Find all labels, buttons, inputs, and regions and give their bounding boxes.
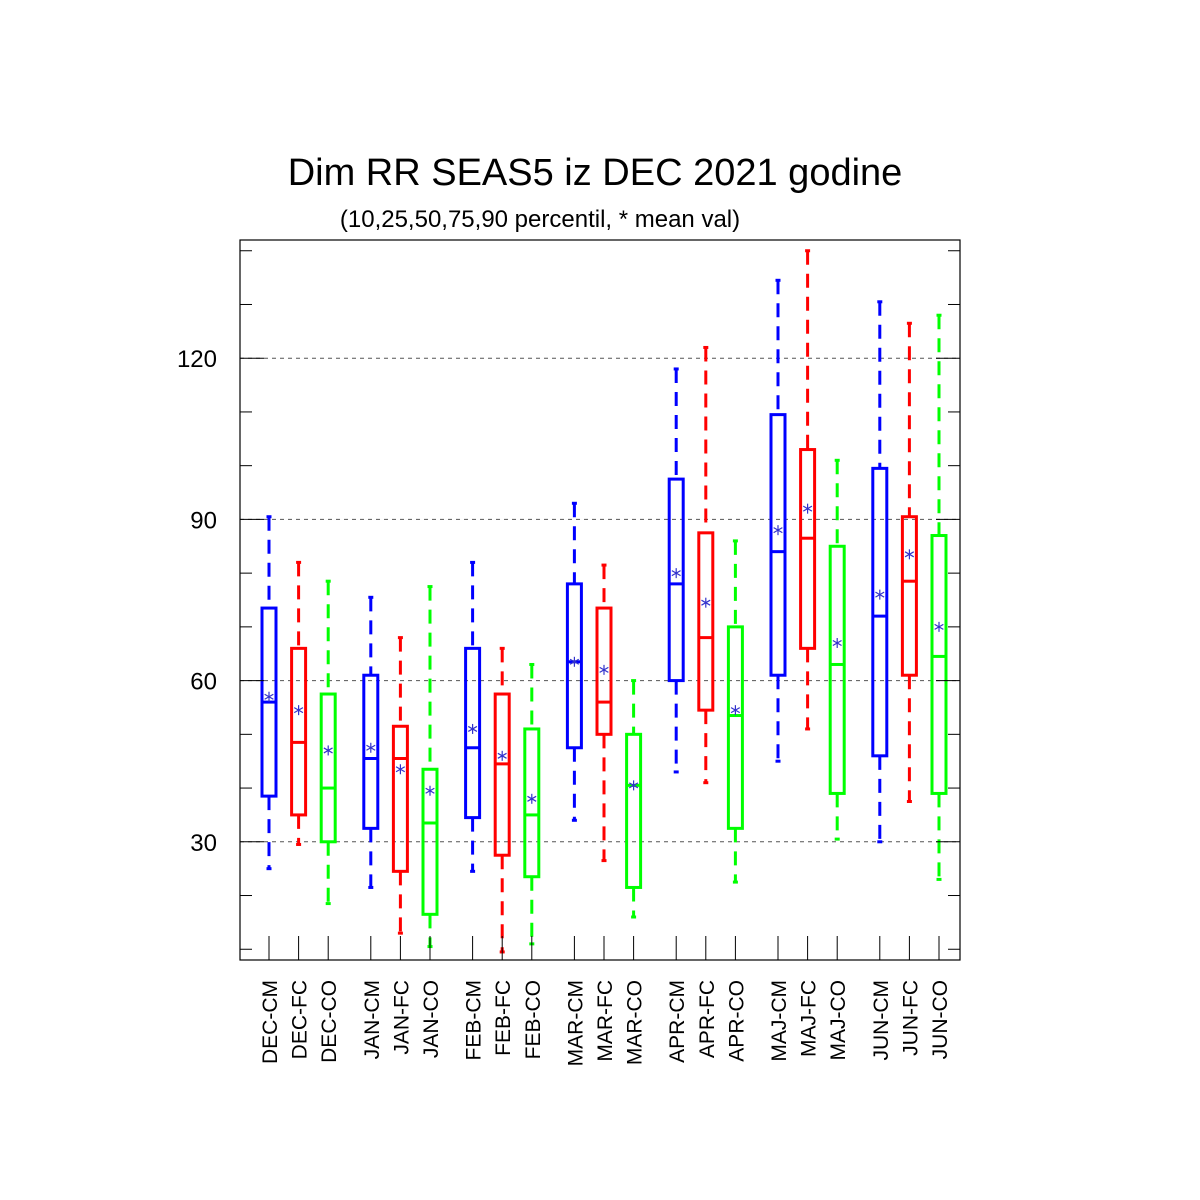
x-tick-label: MAJ-CO xyxy=(827,980,850,1061)
x-tick-label: FEB-FC xyxy=(492,980,515,1056)
box-iqr xyxy=(523,727,541,879)
box-iqr xyxy=(900,515,918,677)
box-iqr xyxy=(930,534,948,795)
x-tick-label: MAR-FC xyxy=(594,980,617,1062)
x-tick-label: DEC-FC xyxy=(289,980,312,1059)
plot-frame xyxy=(239,239,961,961)
mean-marker xyxy=(730,705,741,716)
mean-marker xyxy=(599,664,609,675)
box-iqr xyxy=(697,531,715,712)
mean-marker xyxy=(527,793,537,804)
x-tick-label: JAN-CO xyxy=(420,980,443,1058)
x-tick-label: JAN-FC xyxy=(390,980,413,1055)
mean-marker xyxy=(802,503,813,514)
mean-marker xyxy=(569,656,580,667)
x-tick-label: JUN-CO xyxy=(929,980,952,1059)
box-iqr xyxy=(828,544,846,795)
y-tick-label: 90 xyxy=(190,507,217,534)
y-tick-label: 60 xyxy=(190,669,217,696)
box-iqr xyxy=(625,732,643,889)
box-iqr xyxy=(871,466,889,758)
axis-labels: 30 60 90 120 DEC-CM DEC-FC DEC-CO JAN-CM JAN-FC J… xyxy=(177,346,952,1066)
grid-lines xyxy=(240,357,960,843)
x-tick-label: DEC-CO xyxy=(318,980,341,1063)
box-iqr xyxy=(464,646,482,820)
mean-marker xyxy=(323,745,333,756)
x-tick-label: DEC-CM xyxy=(259,980,282,1064)
box-iqr xyxy=(319,692,337,844)
x-tick-label: APR-FC xyxy=(696,980,719,1058)
box-iqr xyxy=(421,767,439,916)
mean-marker xyxy=(497,750,507,761)
x-tick-label: MAR-CM xyxy=(564,980,587,1066)
box-iqr xyxy=(799,448,817,650)
chart-subtitle: (10,25,50,75,90 percentil, * mean val) xyxy=(340,206,740,233)
box-series xyxy=(260,249,948,954)
mean-marker xyxy=(395,764,406,775)
box-iqr xyxy=(667,477,685,683)
mean-marker xyxy=(671,568,681,579)
box-iqr xyxy=(595,606,613,736)
mean-marker xyxy=(832,637,842,648)
mean-marker xyxy=(934,621,944,632)
box-iqr xyxy=(726,625,744,830)
box-iqr xyxy=(565,582,583,750)
box-iqr xyxy=(362,673,380,830)
y-tick-label: 30 xyxy=(190,830,217,857)
mean-marker xyxy=(425,785,435,796)
mean-marker xyxy=(264,691,274,702)
mean-marker xyxy=(366,742,376,753)
mean-marker xyxy=(904,549,915,560)
mean-marker xyxy=(701,597,711,608)
x-tick-label: MAJ-FC xyxy=(798,980,821,1057)
box-iqr xyxy=(391,724,409,873)
box-iqr xyxy=(493,692,511,857)
x-tick-label: JUN-CM xyxy=(870,980,893,1060)
mean-marker xyxy=(875,589,885,600)
box-iqr xyxy=(290,646,308,817)
x-tick-label: APR-CM xyxy=(666,980,689,1063)
x-tick-label: FEB-CO xyxy=(522,980,545,1059)
mean-marker xyxy=(293,705,304,716)
mean-marker xyxy=(467,723,478,734)
x-tick-label: JAN-CM xyxy=(361,980,384,1059)
x-tick-label: JUN-FC xyxy=(899,980,922,1056)
y-tick-label: 120 xyxy=(177,346,217,373)
x-tick-label: FEB-CM xyxy=(463,980,486,1061)
mean-marker xyxy=(628,780,639,791)
box-iqr xyxy=(769,413,787,677)
axis-ticks xyxy=(240,250,960,960)
chart-title: Dim RR SEAS5 iz DEC 2021 godine xyxy=(288,152,903,194)
x-tick-label: MAJ-CM xyxy=(768,980,791,1062)
x-tick-label: APR-CO xyxy=(725,980,748,1062)
x-tick-label: MAR-CO xyxy=(624,980,647,1065)
mean-marker xyxy=(773,525,783,536)
